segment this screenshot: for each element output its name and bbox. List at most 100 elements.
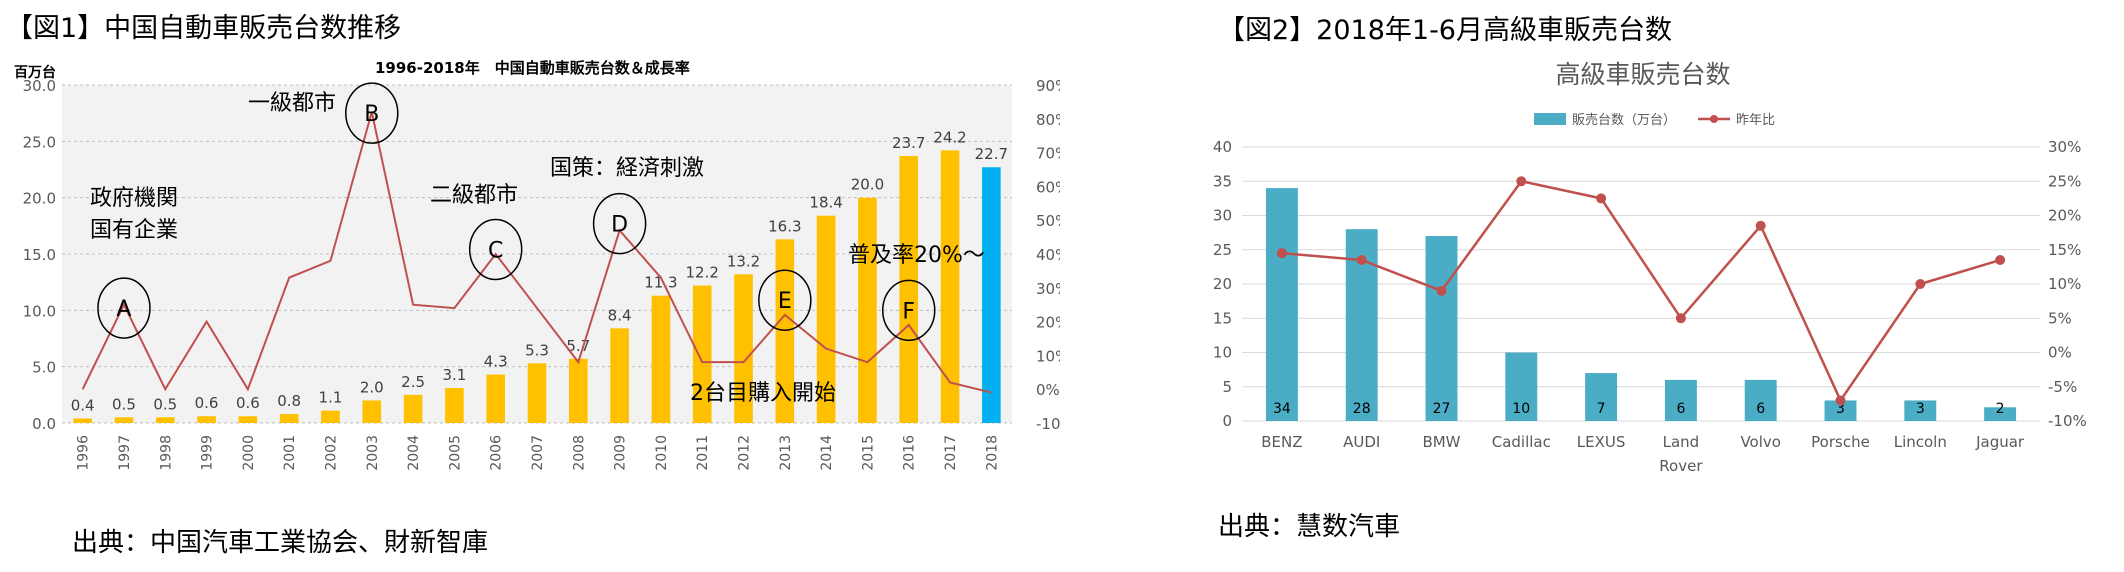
y-tick-left: 10 [1213, 344, 1232, 362]
x-tick: 2002 [323, 435, 339, 471]
yoy-point-BENZ [1276, 248, 1287, 259]
data-label: 8.4 [608, 306, 632, 324]
bar-Porsche [1824, 400, 1857, 421]
y-tick-right: 40% [1036, 246, 1060, 264]
x-tick: Cadillac [1492, 433, 1551, 451]
data-label: 3 [1836, 401, 1845, 417]
chart-title: 高級車販売台数 [1555, 60, 1730, 89]
legend-bar-swatch [1534, 113, 1566, 125]
x-tick: 2001 [282, 435, 298, 471]
marker-circle-c [468, 218, 523, 281]
x-tick: 2012 [737, 435, 753, 471]
y-tick-right: -10% [1036, 415, 1060, 433]
data-label: 1.1 [319, 389, 343, 407]
y-tick-left: 20 [1213, 275, 1232, 293]
marker-label-c: C [488, 238, 503, 263]
x-tick: 2007 [530, 435, 546, 471]
bar-Volvo [1744, 379, 1777, 421]
x-tick: BMW [1422, 433, 1460, 451]
bar-2011 [692, 285, 712, 423]
data-label: 24.2 [933, 128, 966, 146]
annotation-2006: 二級都市 [430, 183, 518, 208]
y-tick-left: 15 [1213, 309, 1232, 327]
x-tick: 2006 [489, 435, 505, 471]
data-label: 0.6 [195, 394, 219, 412]
bar-LEXUS [1585, 373, 1618, 421]
y-tick-left: 30.0 [23, 77, 56, 95]
annotation-2013: 2台目購入開始 [690, 381, 836, 406]
x-tick: 2016 [902, 435, 918, 471]
x-tick: 2005 [447, 435, 463, 471]
y-tick-left: 40 [1213, 138, 1232, 156]
y-tick-right: 70% [1036, 145, 1060, 163]
bar-Lincoln [1904, 400, 1937, 421]
bar-2003 [362, 400, 382, 423]
yoy-point-Porsche [1835, 395, 1846, 406]
annotation-1997: 政府機関 [90, 186, 178, 211]
yoy-point-Cadillac [1516, 176, 1527, 187]
bar-2012 [734, 274, 753, 423]
bar-BENZ [1265, 188, 1298, 421]
marker-label-d: D [611, 213, 628, 238]
data-label: 4.3 [484, 353, 508, 371]
data-label: 10 [1512, 401, 1530, 417]
y-tick-right: 0% [1036, 381, 1060, 399]
data-label: 13.2 [727, 252, 760, 270]
data-label: 11.3 [644, 274, 677, 292]
y-tick-right: 5% [2048, 309, 2072, 327]
y-tick-left: 25 [1213, 241, 1232, 259]
x-tick: 2008 [571, 435, 587, 471]
bar-2018 [982, 167, 1001, 423]
yoy-point-Jaguar [1995, 255, 2006, 266]
bar-2014 [816, 215, 836, 423]
bar-2016 [899, 155, 919, 423]
x-tick: 1997 [117, 435, 133, 471]
bar-1997 [114, 417, 134, 423]
y-tick-right: 30% [1036, 280, 1060, 298]
marker-circle-b [345, 82, 399, 144]
y-tick-right: 10% [2048, 275, 2081, 293]
bar-2007 [527, 363, 547, 423]
x-tick: 2004 [406, 435, 422, 471]
left-axis-unit: 百万台 [14, 64, 56, 81]
data-label: 27 [1433, 401, 1451, 417]
x-tick: Rover [1659, 457, 1703, 475]
bar-2008 [569, 358, 588, 423]
x-tick: 2003 [365, 435, 381, 471]
legend-line-label: 昨年比 [1736, 113, 1775, 128]
x-tick: 2010 [654, 435, 670, 471]
y-tick-left: 0.0 [32, 415, 56, 433]
x-tick: 2013 [778, 435, 794, 471]
x-tick: Lincoln [1894, 433, 1947, 451]
x-tick: 2011 [695, 435, 711, 471]
x-tick: 2015 [860, 435, 876, 471]
data-label: 16.3 [768, 217, 801, 235]
bar-2017 [940, 150, 960, 423]
annotation-1997: 国有企業 [90, 218, 178, 243]
x-tick: 2017 [943, 435, 959, 471]
legend-line-marker [1710, 115, 1718, 123]
bar-2004 [403, 394, 423, 423]
x-tick: 1996 [76, 435, 92, 471]
x-tick: 2018 [984, 435, 1000, 471]
yoy-point-AUDI [1356, 255, 1367, 266]
marker-label-b: B [364, 102, 379, 127]
x-tick: Volvo [1740, 433, 1781, 451]
data-label: 2 [1996, 401, 2005, 417]
y-tick-left: 0 [1222, 412, 1232, 430]
annotation-2009: 国策：経済刺激 [550, 156, 704, 181]
bar-BMW [1425, 236, 1458, 421]
marker-label-a: A [116, 297, 131, 322]
bar-2005 [445, 388, 464, 423]
y-tick-right: 15% [2048, 241, 2081, 259]
data-label: 6 [1756, 401, 1765, 417]
data-label: 6 [1676, 401, 1685, 417]
marker-label-f: F [902, 299, 915, 324]
bar-2009 [610, 328, 629, 423]
x-tick: 2000 [241, 435, 257, 471]
bar-Cadillac [1505, 352, 1538, 421]
y-tick-left: 15.0 [23, 246, 56, 264]
bar-2001 [279, 413, 299, 423]
y-tick-right: 50% [1036, 212, 1060, 230]
